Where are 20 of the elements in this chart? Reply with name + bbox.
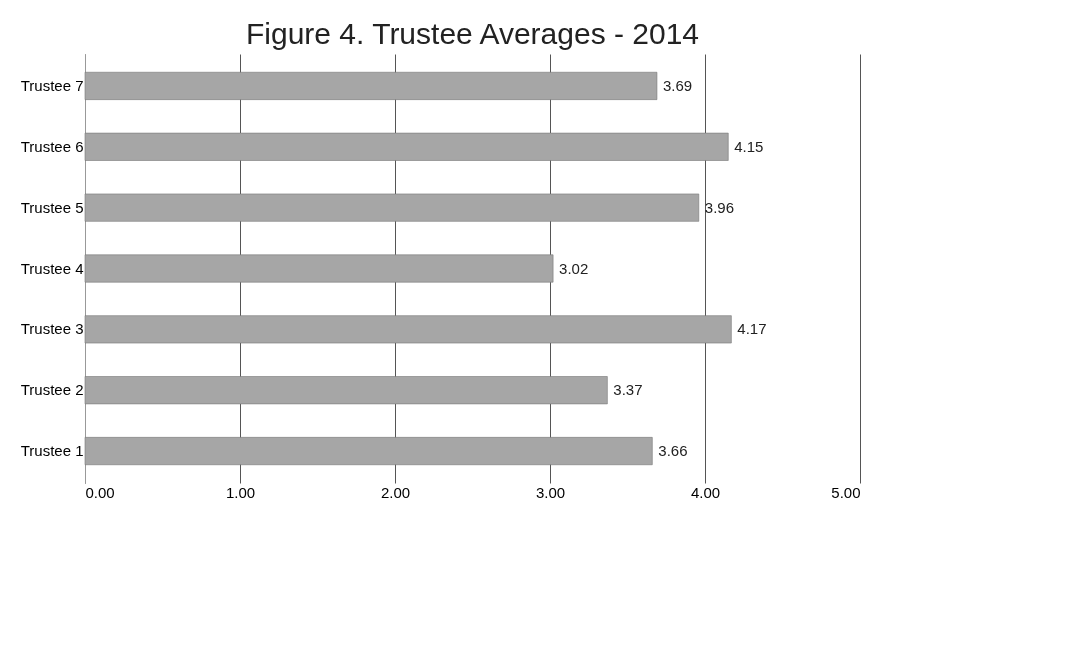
- x-tick-label: 3.00: [535, 483, 566, 501]
- data-label: 3.02: [559, 259, 589, 277]
- data-label: 3.66: [658, 442, 688, 460]
- chart-title: Figure 4. Trustee Averages - 2014: [245, 17, 700, 50]
- data-label: 3.69: [662, 76, 693, 94]
- data-label: 3.37: [613, 381, 643, 399]
- x-tick-label: 2.00: [380, 483, 411, 501]
- x-tick-label: 1.00: [225, 483, 256, 501]
- data-label: 4.17: [737, 320, 767, 338]
- data-label: 4.15: [734, 137, 764, 155]
- y-tick-label: Trustee 1: [20, 442, 84, 460]
- y-tick-label: Trustee 7: [20, 76, 84, 94]
- y-tick-label: Trustee 4: [20, 259, 84, 277]
- x-tick-label: 5.00: [831, 483, 861, 501]
- y-tick-label: Trustee 3: [20, 320, 84, 338]
- x-tick-label: 0.00: [85, 483, 115, 501]
- y-tick-label: Trustee 6: [20, 137, 84, 155]
- y-tick-label: Trustee 2: [20, 381, 84, 399]
- x-tick-label: 4.00: [690, 483, 721, 501]
- y-tick-label: Trustee 5: [20, 198, 84, 216]
